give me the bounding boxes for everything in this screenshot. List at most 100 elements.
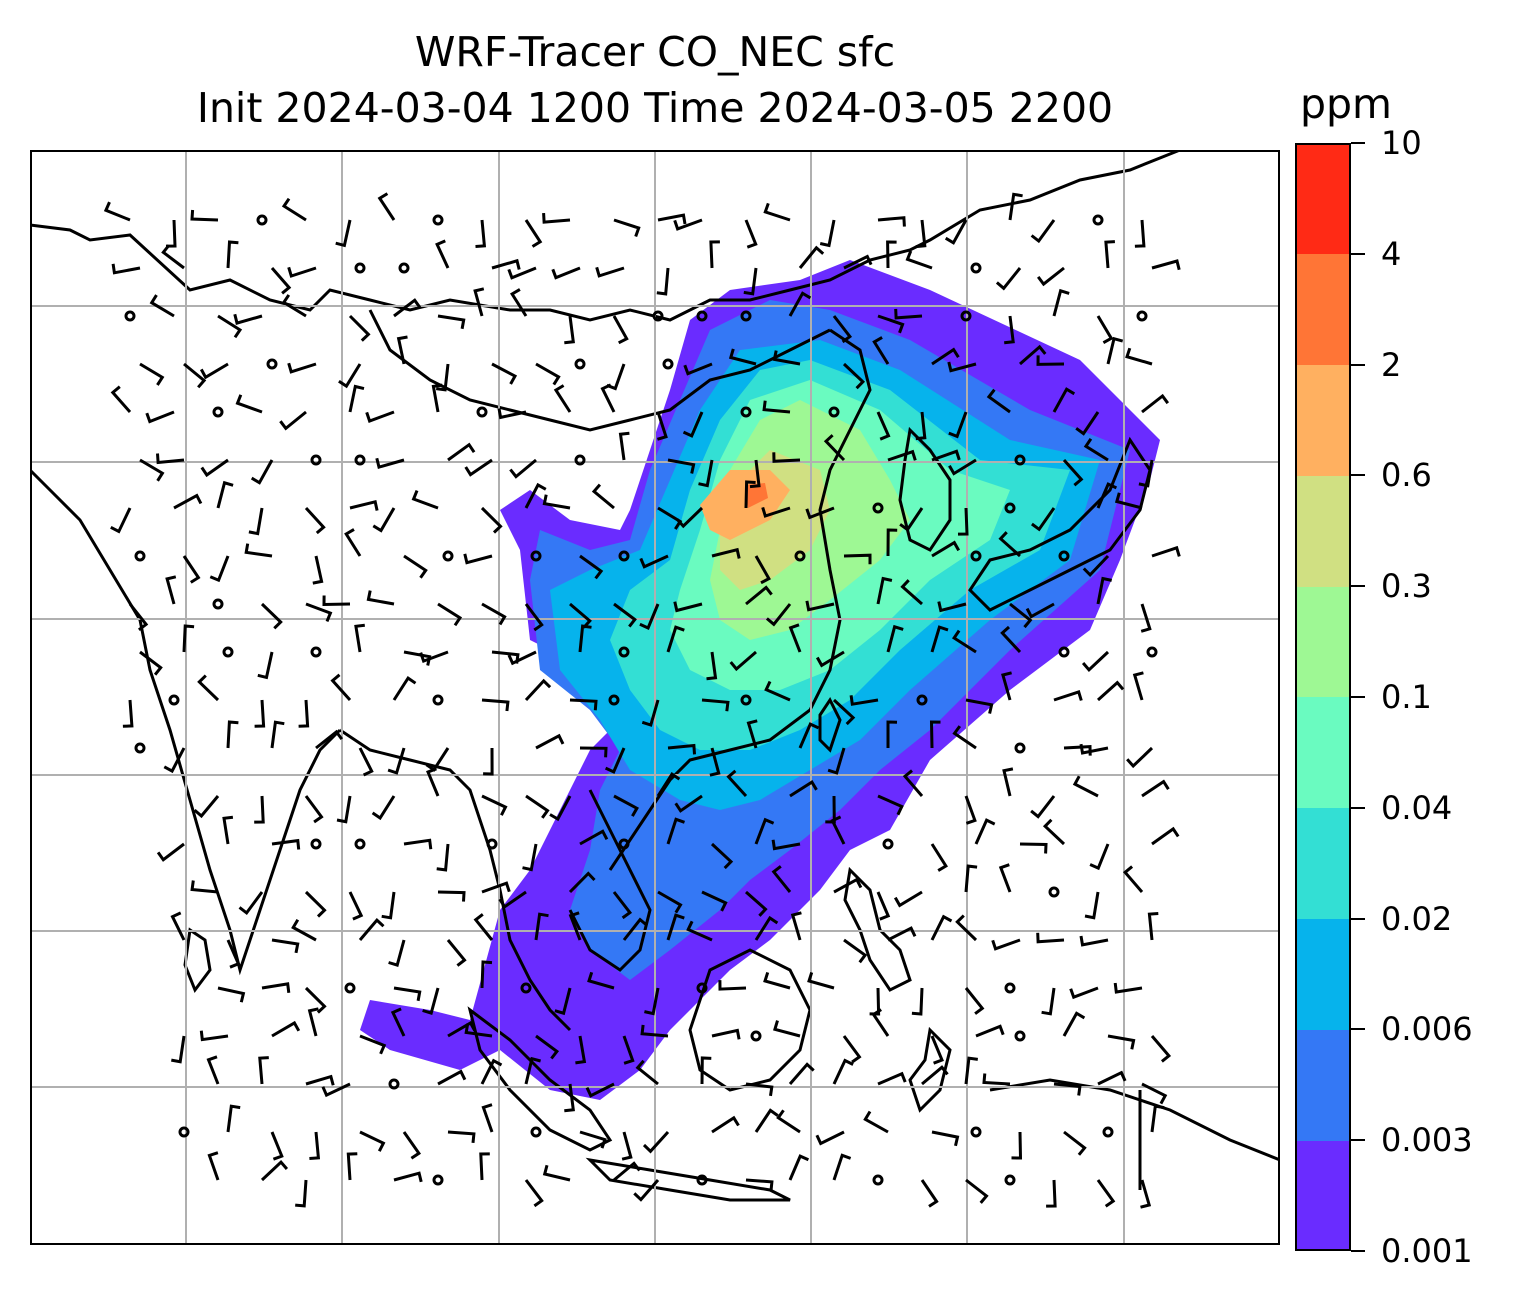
- wind-barb: [591, 483, 615, 510]
- wind-barb: [199, 362, 229, 380]
- wind-barb: [1009, 602, 1033, 629]
- wind-barb: [377, 192, 396, 221]
- colorbar-tick-label: 0.001: [1381, 1232, 1473, 1270]
- wind-barb: [982, 1073, 1011, 1086]
- calm-circle: [212, 598, 224, 610]
- wind-barb: [1122, 865, 1144, 893]
- wind-barb: [886, 240, 897, 269]
- wind-barb: [877, 794, 904, 816]
- wind-barb: [200, 458, 229, 478]
- calm-circle: [432, 1174, 444, 1186]
- calm-circle: [266, 358, 278, 370]
- wind-barb: [718, 980, 747, 991]
- map-panel[interactable]: [30, 150, 1280, 1245]
- coastline-mongolia: [368, 309, 831, 432]
- wind-barb: [411, 490, 439, 510]
- wind-barb: [639, 554, 669, 569]
- colorbar-tick-label: 0.3: [1381, 567, 1432, 606]
- wind-barb: [776, 1109, 801, 1134]
- calm-circle: [442, 550, 454, 562]
- calm-circle: [354, 262, 366, 274]
- wind-barb: [931, 347, 960, 366]
- calm-circle: [618, 838, 630, 850]
- calm-circle: [124, 310, 136, 322]
- colorbar-segment: [1295, 1140, 1351, 1252]
- wind-barb: [359, 1130, 386, 1152]
- wind-barb: [622, 917, 648, 941]
- wind-barb: [1046, 1179, 1057, 1208]
- wind-barb: [656, 267, 670, 296]
- wind-barb: [437, 602, 463, 627]
- wind-barb: [183, 362, 207, 389]
- wind-barb: [1134, 219, 1146, 248]
- calm-circle: [618, 550, 630, 562]
- wind-barb: [270, 267, 292, 295]
- calm-circle: [1136, 310, 1148, 322]
- wind-barb: [745, 585, 773, 606]
- wind-barb: [998, 531, 1021, 558]
- wind-barb: [1036, 932, 1065, 944]
- wind-barb: [1052, 387, 1076, 413]
- wind-barb: [388, 939, 406, 967]
- wind-barb: [1141, 393, 1170, 414]
- wind-barb: [1036, 355, 1065, 366]
- wind-barb: [446, 939, 467, 967]
- wind-barb: [876, 411, 891, 441]
- wind-barb: [197, 674, 220, 702]
- colorbar-tick-label: 0.04: [1381, 788, 1453, 827]
- coastline-newguinea: [989, 1078, 1280, 1162]
- wind-barb: [900, 579, 923, 606]
- wind-barb: [1106, 336, 1124, 365]
- wind-barb: [305, 602, 333, 622]
- wind-barb: [686, 920, 713, 942]
- wind-barb: [1037, 266, 1065, 287]
- wind-barb: [745, 1178, 774, 1191]
- wind-barb: [425, 747, 450, 772]
- wind-barb: [1132, 671, 1144, 701]
- wind-barb: [789, 780, 818, 798]
- wind-barb: [1083, 437, 1109, 462]
- wind-barb: [798, 245, 825, 269]
- wind-barb: [711, 1028, 741, 1040]
- wind-barb: [1140, 603, 1152, 633]
- map-frame: [30, 150, 1280, 1245]
- wind-barb: [815, 1130, 845, 1146]
- wind-barb: [819, 219, 836, 248]
- wind-barb: [842, 362, 866, 390]
- wind-barb: [217, 986, 246, 1003]
- calm-circle: [872, 502, 884, 514]
- wind-barb: [381, 891, 396, 920]
- colorbar-tick: [1351, 1250, 1365, 1252]
- calm-circle: [310, 646, 322, 658]
- wind-barb: [435, 239, 450, 269]
- calm-circle: [168, 694, 180, 706]
- wind-barb: [522, 843, 538, 872]
- wind-barb: [110, 507, 132, 534]
- wind-barb: [510, 288, 528, 317]
- wind-barb: [887, 926, 917, 942]
- wind-barb: [1140, 1179, 1152, 1209]
- wind-barb: [986, 388, 1011, 414]
- wind-barb: [863, 1110, 889, 1134]
- colorbar-tick: [1351, 1139, 1365, 1142]
- wind-barb: [765, 603, 792, 627]
- wind-barb: [498, 890, 527, 909]
- wind-barb: [217, 314, 243, 339]
- wind-barb: [464, 458, 493, 477]
- wind-barb: [964, 795, 977, 825]
- wind-barb: [1079, 743, 1109, 755]
- wind-barb: [479, 1152, 490, 1181]
- wind-barb: [226, 240, 239, 269]
- calm-circle: [750, 1030, 762, 1042]
- calm-circle: [354, 454, 366, 466]
- wind-barb: [951, 629, 977, 654]
- wind-barb: [930, 625, 949, 653]
- wind-barb: [1151, 826, 1180, 846]
- wind-barb: [905, 250, 933, 270]
- wind-barb: [749, 459, 761, 489]
- wind-barb: [612, 891, 633, 920]
- calm-circle: [574, 358, 586, 370]
- wind-barb: [998, 863, 1012, 893]
- calm-circle: [1014, 1030, 1026, 1042]
- wind-barb: [575, 1035, 587, 1065]
